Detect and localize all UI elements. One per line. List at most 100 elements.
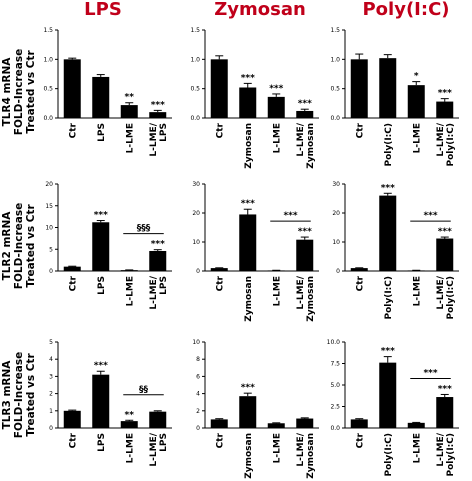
category-label-line: L-LME <box>125 123 135 153</box>
category-label-line: LPS <box>97 433 107 452</box>
category-label: LPS <box>97 276 107 295</box>
panel-tlr2-lps: 0 5 10 15 20 Ctr *** LPS L-LME *** L-LME/LPS §§§ <box>45 181 172 310</box>
category-label: L-LME/Poly(I:C) <box>436 122 456 166</box>
category-label-line: Ctr <box>68 122 78 138</box>
y-tick-label: 0.0 <box>190 115 200 122</box>
significance-label: *** <box>438 384 452 394</box>
category-label: Ctr <box>355 122 365 138</box>
bar <box>149 411 167 428</box>
significance-label: *** <box>241 383 255 393</box>
category-label-line: Zymosan <box>244 276 254 322</box>
category-label-line: Ctr <box>355 122 365 138</box>
panel-tlr4-zymosan: 0.0 0.5 1.0 1.5 Ctr *** Zymosan *** L-LME *** L-LM… <box>190 27 319 169</box>
category-label-line: L-LME/ <box>436 432 446 466</box>
category-label-line: L-LME <box>412 433 422 463</box>
bar <box>267 96 285 118</box>
category-label-line: Ctr <box>68 275 78 291</box>
bar <box>296 110 314 118</box>
comparison-label: §§ <box>139 385 149 395</box>
category-label: Ctr <box>355 432 365 448</box>
significance-label: *** <box>438 89 452 99</box>
category-label: L-LME/LPS <box>149 432 169 466</box>
bar <box>120 270 138 271</box>
category-label: L-LME/Zymosan <box>296 432 316 478</box>
category-label-line: Ctr <box>355 432 365 448</box>
category-label-line: Ctr <box>355 275 365 291</box>
bar <box>120 421 138 428</box>
y-tick-label: 5 <box>49 339 53 346</box>
category-label: L-LME <box>125 276 135 306</box>
row-label-tlr2-line3: Treated vs Ctr <box>25 203 37 287</box>
significance-label: *** <box>269 84 283 94</box>
significance-label: *** <box>298 99 312 109</box>
category-label-line: LPS <box>97 276 107 295</box>
y-tick-label: 0 <box>49 425 53 432</box>
bar <box>63 266 81 271</box>
y-tick-label: 7.5 <box>330 361 340 368</box>
panel-tlr4-polyic: 0.0 0.5 1.0 1.5 Ctr Poly(I:C) * L-LME *** L-LME/P… <box>330 27 459 167</box>
y-tick-label: 10 <box>332 239 340 246</box>
bar <box>63 410 81 428</box>
category-label: L-LME <box>272 433 282 463</box>
category-label-line: Poly(I:C) <box>384 433 394 477</box>
category-label-line: Zymosan <box>306 276 316 322</box>
column-title-zymosan: Zymosan <box>214 0 306 20</box>
y-tick-label: 0.0 <box>330 115 340 122</box>
row-label-tlr2-line1: TLR2 mRNA <box>1 211 13 281</box>
y-tick-label: 1.0 <box>43 56 53 63</box>
category-label-line: Zymosan <box>306 123 316 169</box>
category-label-line: Poly(I:C) <box>446 123 456 167</box>
bar <box>379 362 397 428</box>
y-tick-label: 0.5 <box>190 86 200 93</box>
comparison-label: *** <box>423 368 437 378</box>
row-label-tlr3: TLR3 mRNA FOLD-Increase Treated vs Ctr <box>1 352 37 438</box>
bar <box>92 222 110 271</box>
category-label: Poly(I:C) <box>384 433 394 477</box>
category-label: L-LME <box>412 276 422 306</box>
panels-group: 0.0 0.5 1.0 1.5 Ctr LPS ** L-LME *** L-LME/LPS 0.0… <box>43 27 459 479</box>
category-label: Ctr <box>215 432 225 448</box>
y-tick-label: 0.0 <box>43 115 53 122</box>
panel-tlr2-polyic: 0 10 20 30 Ctr *** Poly(I:C) L-LME *** L-LME/Poly… <box>332 181 459 320</box>
category-label: L-LME/Zymosan <box>296 275 316 321</box>
category-label: Poly(I:C) <box>384 123 394 167</box>
row-label-tlr4-line1: TLR4 mRNA <box>1 57 13 127</box>
bar <box>379 58 397 118</box>
y-tick-label: 10 <box>45 225 53 232</box>
y-tick-label: 10 <box>192 239 200 246</box>
category-label-line: L-LME/ <box>149 275 159 309</box>
category-label: L-LME/Poly(I:C) <box>436 432 456 476</box>
y-tick-label: 20 <box>332 210 340 217</box>
row-label-tlr3-line2: FOLD-Increase <box>13 352 25 438</box>
y-tick-label: 30 <box>192 181 200 188</box>
category-label-line: L-LME/ <box>149 432 159 466</box>
category-label-line: L-LME/ <box>296 275 306 309</box>
y-tick-label: 2 <box>196 408 200 415</box>
y-tick-label: 5 <box>49 246 53 253</box>
y-tick-label: 0 <box>196 425 200 432</box>
category-label-line: L-LME <box>125 433 135 463</box>
category-label-line: L-LME <box>125 276 135 306</box>
category-label: L-LME <box>125 433 135 463</box>
y-tick-label: 10.0 <box>327 339 341 346</box>
row-label-tlr2: TLR2 mRNA FOLD-Increase Treated vs Ctr <box>1 203 37 289</box>
significance-label: ** <box>125 93 135 103</box>
bar <box>210 59 228 118</box>
y-tick-label: 1.5 <box>330 27 340 34</box>
y-tick-label: 1.5 <box>43 27 53 34</box>
category-label-line: L-LME <box>272 433 282 463</box>
significance-label: *** <box>438 227 452 237</box>
y-tick-label: 0.5 <box>330 86 340 93</box>
panel-tlr3-zymosan: 0 2 4 6 8 10 Ctr *** Zymosan L-LME L-LME/Zymosan <box>192 339 319 479</box>
bar <box>296 239 314 271</box>
significance-label: *** <box>151 100 165 110</box>
y-tick-label: 5.0 <box>330 382 340 389</box>
significance-label: *** <box>151 240 165 250</box>
comparison-label: §§§ <box>137 224 151 234</box>
bar <box>407 422 425 428</box>
comparison-label: *** <box>423 211 437 221</box>
category-label: Ctr <box>68 122 78 138</box>
bar <box>92 76 110 118</box>
bar <box>210 419 228 428</box>
